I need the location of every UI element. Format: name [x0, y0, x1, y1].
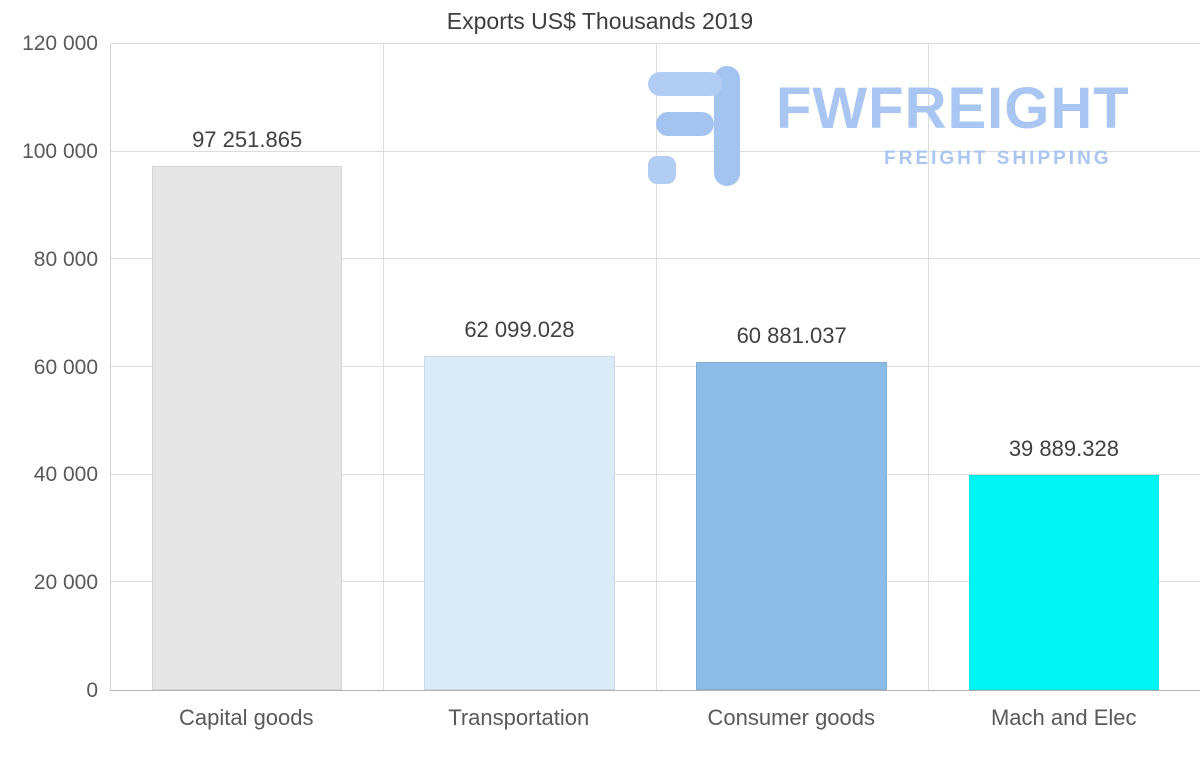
bar-transportation: [424, 355, 615, 690]
x-axis: Capital goods Transportation Consumer good…: [110, 691, 1200, 763]
watermark-tagline: FREIGHT SHIPPING: [884, 148, 1112, 169]
bar-value-label: 62 099.028: [464, 316, 575, 342]
y-tick-label: 20 000: [33, 571, 98, 595]
chart-title: Exports US$ Thousands 2019: [446, 8, 754, 34]
watermark-text: FWFREIGHT FREIGHT SHIPPING: [776, 66, 1130, 170]
gridline-vertical: [383, 44, 385, 690]
fwfreight-logo-icon: [648, 66, 740, 186]
bar-consumer-goods: [696, 362, 887, 690]
x-tick-label: Capital goods: [178, 705, 314, 730]
x-tick-label: Consumer goods: [707, 705, 876, 730]
bar-mach-and-elec: [968, 475, 1160, 690]
y-axis: 0 20 000 40 000 60 000 80 000 100 000 120 000: [0, 32, 98, 702]
bar-value-label: 60 881.037: [736, 323, 847, 349]
bar-value-label: 97 251.865: [192, 127, 303, 153]
y-tick-label: 120 000: [22, 32, 98, 55]
watermark: FWFREIGHT FREIGHT SHIPPING: [648, 66, 1130, 186]
y-tick-label: 80 000: [33, 247, 98, 271]
y-tick-label: 40 000: [33, 463, 98, 487]
gridline-vertical: [655, 44, 657, 690]
y-tick-label: 0: [86, 679, 98, 702]
bar-value-label: 39 889.328: [1008, 436, 1119, 462]
y-tick-label: 100 000: [22, 139, 98, 163]
gridline-horizontal: [111, 43, 1200, 44]
gridline-vertical: [927, 44, 929, 690]
bar-capital-goods: [151, 166, 343, 690]
plot-area: 97 251.865 62 099.028 60 881.037 39 889.328: [110, 43, 1200, 691]
x-tick-label: Transportation: [448, 705, 590, 730]
x-tick-label: Mach and Elec: [990, 705, 1137, 730]
watermark-brand: FWFREIGHT: [776, 76, 1130, 141]
y-tick-label: 60 000: [33, 355, 98, 379]
